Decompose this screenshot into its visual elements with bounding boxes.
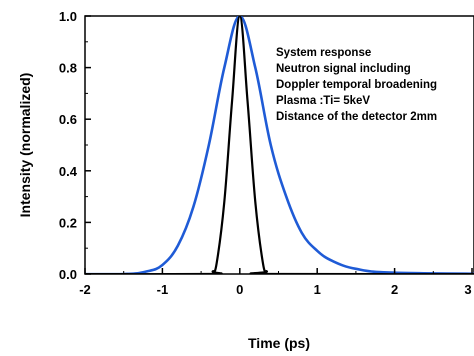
y-tick-label: 0.4 [59,164,78,179]
annotation: System response Neutron signal including… [276,47,437,123]
x-tick-label: 2 [391,282,398,297]
x-tick-label: 1 [314,282,321,297]
annotation-line: System response [276,47,371,59]
y-tick-label: 0.8 [59,61,77,76]
x-axis: -2 -1 0 1 2 3 [79,268,473,297]
y-tick-label: 0.0 [59,267,77,282]
x-tick-label: 0 [236,282,243,297]
y-tick-label: 0.6 [59,112,77,127]
annotation-line: Distance of the detector 2mm [276,111,437,123]
annotation-line: Doppler temporal broadening [276,79,437,91]
annotation-line: Plasma :Ti= 5keV [276,95,370,107]
series-group [85,16,474,274]
y-tick-label: 0.2 [59,215,77,230]
y-tick-label: 1.0 [59,9,77,24]
series-line [85,16,474,274]
x-tick-label: 3 [464,282,471,297]
y-axis-title: Intensity (normalized) [17,73,33,218]
x-tick-label: -1 [157,282,169,297]
x-tick-label: -2 [79,282,91,297]
y-axis: 0.0 0.2 0.4 0.6 0.8 1.0 [59,9,91,282]
x-axis-title: Time (ps) [248,335,310,351]
series-line [85,16,474,274]
annotation-line: Neutron signal including [276,63,411,75]
